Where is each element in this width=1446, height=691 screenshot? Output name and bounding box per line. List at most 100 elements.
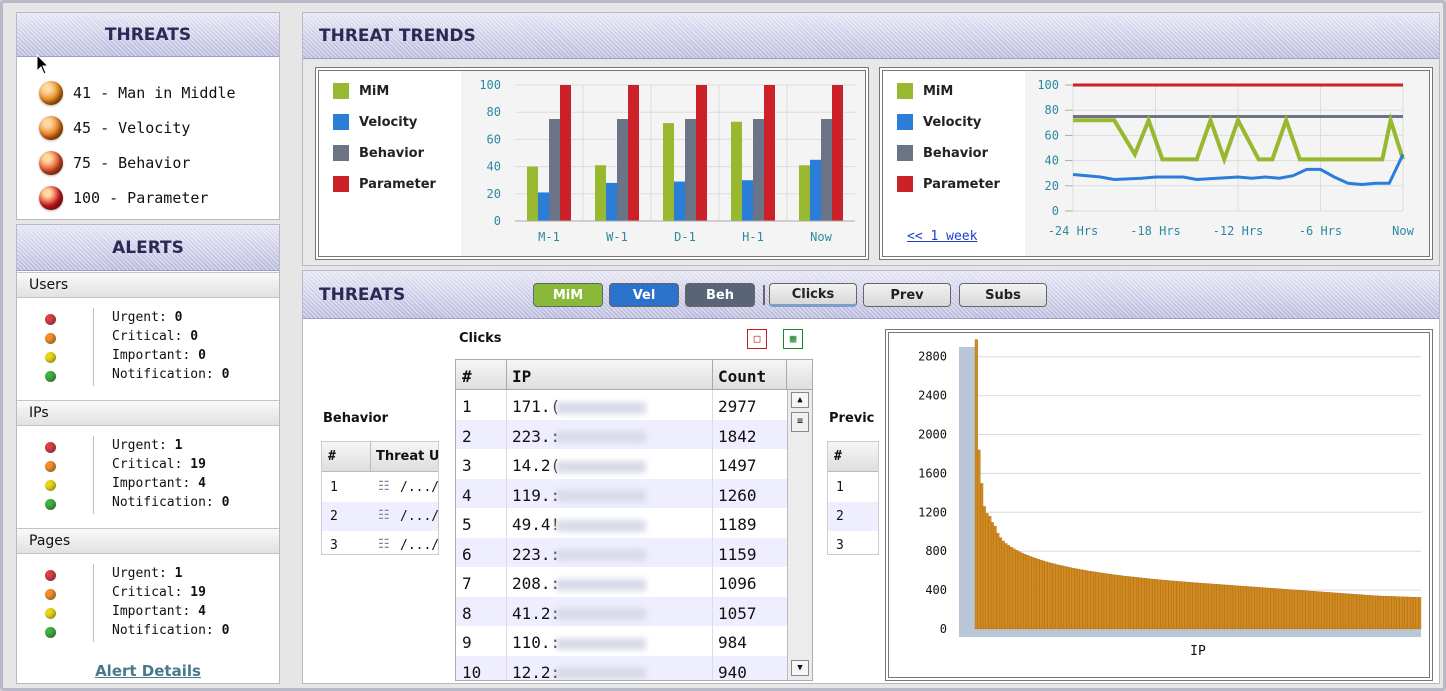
x-tick-label: -18 Hrs bbox=[1130, 224, 1181, 238]
ip-bar bbox=[1216, 584, 1220, 630]
alert-row: Notification: 0 bbox=[112, 495, 229, 510]
mouse-cursor bbox=[36, 54, 50, 75]
scroll-thumb[interactable]: ≡ bbox=[791, 412, 809, 432]
ip-bar bbox=[1299, 590, 1303, 630]
tab-prev[interactable]: Prev bbox=[863, 283, 951, 307]
behavior-row-path: /.../ bbox=[400, 509, 439, 524]
prev-row[interactable]: 3 bbox=[828, 531, 878, 554]
clicks-row[interactable]: 8 41.2: 1057 bbox=[456, 596, 787, 627]
prev-row[interactable]: 2 bbox=[828, 502, 878, 531]
alert-row: Critical: 0 bbox=[112, 329, 198, 344]
ip-bar bbox=[1023, 553, 1027, 630]
clicks-row[interactable]: 4 119.: 1260 bbox=[456, 478, 787, 509]
export-excel-icon[interactable]: ▦ bbox=[783, 329, 803, 349]
threat-summary-item: 45 - Velocity bbox=[39, 116, 190, 140]
ip-bar bbox=[1205, 583, 1209, 630]
tab-mim[interactable]: MiM bbox=[533, 283, 603, 307]
clicks-row[interactable]: 6 223.: 1159 bbox=[456, 537, 787, 568]
ip-bar bbox=[1267, 587, 1271, 630]
ip-bar bbox=[990, 522, 994, 630]
behavior-row[interactable]: 3 ☷ /.../ bbox=[322, 531, 438, 554]
ip-bar bbox=[1361, 594, 1365, 630]
clicks-row[interactable]: 1 171.(2977 bbox=[456, 390, 787, 420]
ip-bar bbox=[1074, 568, 1078, 630]
ip-bar bbox=[1039, 559, 1043, 630]
clicks-row[interactable]: 2 223.: 1842 bbox=[456, 419, 787, 450]
alert-level-dot-icon bbox=[45, 314, 56, 325]
clicks-row-num: 6 bbox=[462, 544, 472, 564]
threat-level-orb-icon bbox=[39, 81, 63, 105]
ip-bar bbox=[1412, 597, 1416, 630]
tab-beh[interactable]: Beh bbox=[685, 283, 755, 307]
redacted-ip-blur bbox=[556, 578, 647, 591]
y-tick-label: 0 bbox=[1052, 204, 1059, 218]
tab-subs[interactable]: Subs bbox=[959, 283, 1047, 307]
tab-vel[interactable]: Vel bbox=[609, 283, 679, 307]
ip-bar bbox=[1211, 583, 1215, 630]
ip-bar bbox=[996, 533, 1000, 630]
ip-bar bbox=[1410, 596, 1414, 630]
clicks-row[interactable]: 7 208.: 1096 bbox=[456, 567, 787, 597]
behavior-row[interactable]: 2 ☷ /.../ bbox=[322, 502, 439, 531]
clicks-row-ip-cell: 223.: bbox=[512, 545, 647, 564]
behavior-row[interactable]: 1 ☷ /.../ bbox=[322, 473, 439, 502]
clicks-row-count: 940 bbox=[718, 662, 747, 681]
clicks-row-num: 10 bbox=[462, 662, 482, 681]
ip-bar bbox=[1119, 575, 1123, 630]
ip-bar bbox=[1101, 572, 1105, 630]
legend-item: Behavior bbox=[333, 145, 424, 161]
clicks-row[interactable]: 10 12.2: 940 bbox=[456, 655, 787, 681]
bar-behavior bbox=[753, 119, 764, 221]
scroll-down-arrow[interactable]: ▼ bbox=[791, 660, 809, 676]
scroll-up-arrow[interactable]: ▲ bbox=[791, 392, 809, 408]
trend-bar-chart: MiM Velocity Behavior Parameter 0 20 40 60 80 10… bbox=[315, 67, 869, 260]
one-week-link[interactable]: << 1 week bbox=[907, 229, 978, 244]
legend-label: Parameter bbox=[359, 176, 436, 192]
ip-bar bbox=[1342, 593, 1346, 630]
ip-bar bbox=[1238, 585, 1242, 630]
alert-level-dot-icon bbox=[45, 461, 56, 472]
clicks-row[interactable]: 3 14.2(1497 bbox=[456, 449, 787, 479]
alert-level-dot-icon bbox=[45, 608, 56, 619]
threats-detail-panel: THREATS MiM Vel Beh Clicks Prev Subs Behavior… bbox=[302, 270, 1440, 684]
prev-row[interactable]: 1 bbox=[828, 473, 878, 502]
alert-details-link[interactable]: Alert Details bbox=[95, 662, 201, 680]
clicks-row-num: 9 bbox=[462, 633, 472, 652]
y-tick-label: 0 bbox=[940, 622, 947, 636]
ip-bar bbox=[1230, 585, 1234, 630]
plot-back-wall bbox=[959, 347, 975, 629]
export-pdf-icon[interactable]: □ bbox=[747, 329, 767, 349]
threats-summary-header: THREATS bbox=[17, 13, 279, 57]
ip-bar bbox=[974, 339, 978, 630]
ip-bar bbox=[1181, 581, 1185, 630]
ip-bar bbox=[1042, 560, 1046, 630]
clicks-row[interactable]: 5 49.4! 1189 bbox=[456, 508, 787, 538]
trend-bar-chart-svg: 0 20 40 60 80 100 M-1 W-1 D-1 H-1 Now bbox=[479, 78, 855, 244]
ip-bar bbox=[1291, 589, 1295, 630]
ip-bar bbox=[1066, 566, 1070, 630]
y-tick-label: 2400 bbox=[918, 389, 947, 403]
ip-bar bbox=[1122, 575, 1126, 630]
legend-swatch bbox=[333, 145, 349, 161]
clicks-scrollbar[interactable]: ▲ ≡ ▼ bbox=[787, 390, 812, 680]
alert-row-name: Critical: bbox=[112, 585, 183, 600]
x-tick-label: Now bbox=[1392, 224, 1414, 238]
tab-clicks[interactable]: Clicks bbox=[769, 283, 857, 307]
threat-summary-label: 75 - Behavior bbox=[73, 154, 191, 172]
legend-item: MiM bbox=[333, 83, 389, 99]
alert-section-label: IPs bbox=[29, 405, 49, 421]
alert-row-name: Important: bbox=[112, 476, 191, 491]
legend-label: Velocity bbox=[359, 114, 418, 130]
behavior-row-path: /.../ bbox=[400, 480, 439, 495]
clicks-row-ip: 171.( bbox=[512, 397, 561, 416]
alert-level-dot-icon bbox=[45, 352, 56, 363]
ip-bar bbox=[1203, 583, 1207, 630]
ip-bar bbox=[1399, 596, 1403, 630]
behavior-col-threat: Threat U bbox=[376, 449, 439, 464]
clicks-row-ip-cell: 223.: bbox=[512, 427, 647, 446]
bar-mim bbox=[527, 166, 538, 221]
clicks-row-ip-cell: 49.4! bbox=[512, 515, 647, 534]
alert-row: Urgent: 1 bbox=[112, 566, 182, 581]
y-tick-label: 20 bbox=[487, 187, 501, 201]
clicks-row[interactable]: 9 110.: 984 bbox=[456, 626, 787, 656]
